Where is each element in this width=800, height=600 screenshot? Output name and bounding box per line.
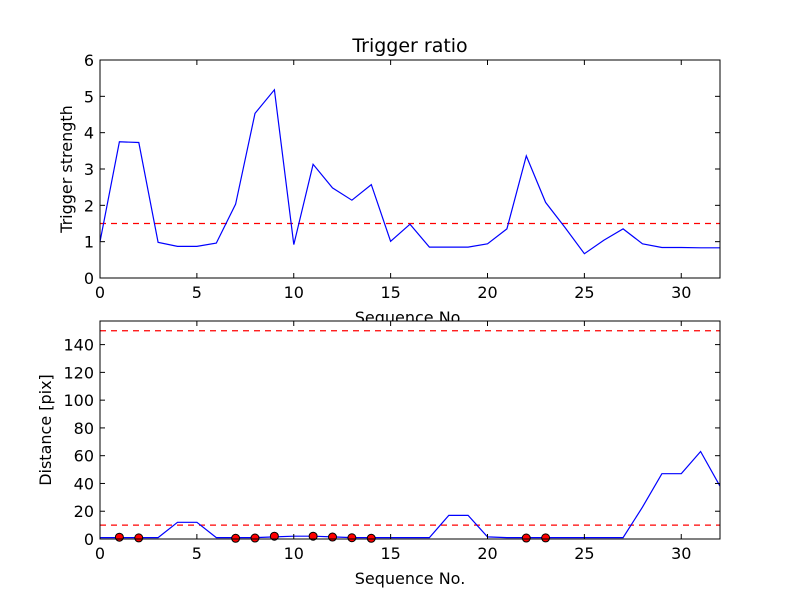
y-tick-label: 1 [84, 233, 94, 252]
data-point [114, 532, 124, 542]
y-tick-label: 60 [74, 447, 94, 466]
plot-area [100, 60, 720, 278]
data-point [269, 531, 279, 541]
x-tick-label: 20 [477, 283, 497, 302]
series-line [100, 450, 721, 539]
data-point [328, 532, 337, 542]
data-point [366, 533, 376, 543]
x-tick-label: 5 [192, 283, 202, 302]
y-axis-label: Distance [pix] [36, 374, 55, 486]
y-axis-label: Trigger strength [57, 105, 76, 234]
distance-chart: 0 5 10 15 20 25 30 0 20 40 60 80 100 120 140 Sequence … [36, 320, 721, 588]
x-tick-label: 0 [95, 283, 105, 302]
data-point [347, 533, 357, 543]
data-point [541, 533, 551, 543]
x-tick-label: 15 [380, 544, 400, 563]
x-axis-label: Sequence No. [355, 569, 466, 588]
series-line [99, 88, 720, 255]
y-tick-label: 100 [63, 391, 94, 410]
x-tick-label: 5 [192, 544, 202, 563]
y-tick-label: 40 [74, 474, 94, 493]
data-point [250, 533, 260, 543]
y-tick-label: 120 [63, 363, 94, 382]
y-tick-label: 6 [84, 51, 94, 70]
y-tick-label: 0 [84, 269, 94, 288]
y-tick-label: 3 [84, 160, 94, 179]
data-point [308, 531, 318, 541]
plot-frame [99, 59, 721, 279]
data-point [134, 533, 144, 543]
x-tick-label: 30 [671, 283, 691, 302]
plot-area [100, 321, 720, 539]
chart-title: Trigger ratio [351, 35, 467, 57]
y-tick-label: 140 [63, 336, 94, 355]
y-tick-label: 4 [84, 124, 94, 143]
x-tick-label: 25 [574, 544, 594, 563]
x-tick-label: 10 [284, 283, 304, 302]
x-tick-label: 15 [380, 283, 400, 302]
y-tick-label: 80 [74, 419, 94, 438]
y-tick-label: 0 [84, 530, 94, 549]
data-point [521, 533, 531, 543]
x-tick-label: 0 [95, 544, 105, 563]
x-tick-label: 20 [477, 544, 497, 563]
y-tick-label: 20 [74, 502, 94, 521]
x-tick-label: 30 [671, 544, 691, 563]
y-tick-label: 5 [84, 87, 94, 106]
data-point [231, 533, 241, 543]
x-tick-label: 25 [574, 283, 594, 302]
x-tick-label: 10 [284, 544, 304, 563]
y-tick-label: 2 [84, 196, 94, 215]
plot-frame [99, 320, 721, 540]
